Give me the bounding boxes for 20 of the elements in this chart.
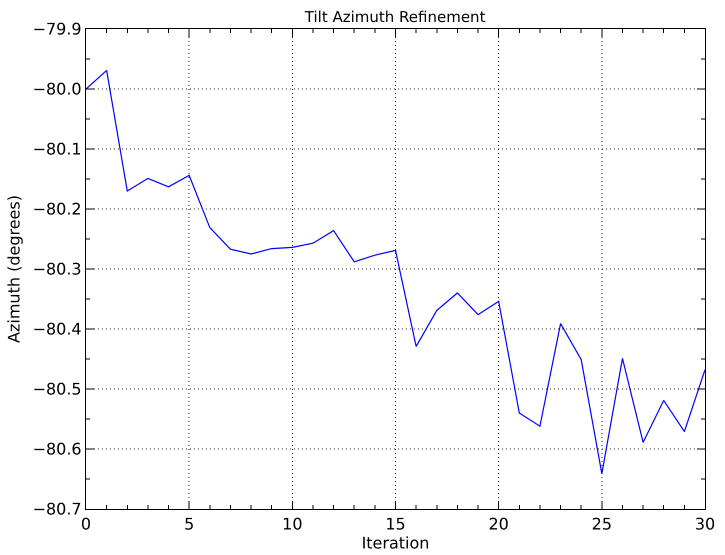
y-tick-label: −80.5 (32, 380, 82, 399)
y-tick-label: −80.6 (32, 440, 82, 459)
y-tick-label: −80.1 (32, 140, 82, 159)
y-axis-title: Azimuth (degrees) (4, 195, 24, 343)
x-tick-label: 15 (385, 514, 406, 534)
x-axis-title: Iteration (362, 533, 430, 552)
y-tick-label: −80.2 (32, 200, 82, 219)
chart-title: Tilt Azimuth Refinement (304, 8, 486, 26)
x-tick-label: 20 (488, 514, 509, 534)
x-tick-label: 5 (184, 514, 194, 534)
x-tick-label: 30 (694, 514, 716, 534)
y-tick-label: −80.4 (32, 320, 82, 339)
y-tick-label: −80.3 (32, 260, 82, 279)
x-tick-label: 0 (80, 514, 92, 534)
y-tick-label: −80.0 (32, 80, 82, 99)
x-tick-label: 25 (592, 514, 612, 534)
line-series (86, 70, 705, 474)
y-tick-label: −80.7 (32, 500, 82, 519)
y-tick-label: −79.9 (32, 20, 82, 39)
x-tick-label: 10 (282, 514, 303, 534)
